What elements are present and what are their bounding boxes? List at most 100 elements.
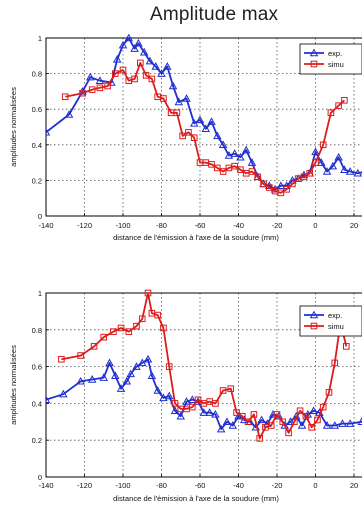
data-point-exp xyxy=(124,34,134,42)
data-point-exp xyxy=(188,395,197,403)
data-point-exp xyxy=(116,384,126,392)
data-point-exp xyxy=(317,158,326,166)
data-point-exp xyxy=(353,168,362,177)
data-point-exp xyxy=(297,421,307,429)
chart-2: -140-120-100-80-60-40-20020406000.20.40.… xyxy=(9,289,362,503)
data-point-simu xyxy=(233,409,240,416)
data-point-simu xyxy=(117,324,125,332)
x-tick-label: -40 xyxy=(233,481,244,490)
data-point-simu xyxy=(212,400,219,407)
x-axis-label: distance de l'émission à l'axe de la sou… xyxy=(113,233,279,242)
legend-marker-square xyxy=(310,322,318,330)
x-tick-label: -120 xyxy=(77,221,92,230)
data-point-simu xyxy=(219,387,227,394)
data-point-simu xyxy=(179,132,186,140)
data-point-simu xyxy=(248,168,256,175)
x-tick-label: 20 xyxy=(350,481,358,490)
data-point-exp xyxy=(159,393,168,402)
legend-marker-square xyxy=(310,60,318,68)
data-point-simu xyxy=(171,400,179,407)
data-point-exp xyxy=(228,421,237,429)
data-point-simu xyxy=(300,173,308,181)
data-point-simu xyxy=(231,162,238,170)
data-point-exp xyxy=(334,152,343,161)
data-point-exp xyxy=(122,376,132,385)
page-title: Amplitude max xyxy=(150,4,279,25)
y-tick-label: 0 xyxy=(38,473,42,482)
data-point-simu xyxy=(285,429,292,437)
data-point-simu xyxy=(104,82,111,90)
data-point-exp xyxy=(216,424,226,433)
data-point-exp xyxy=(309,406,318,414)
data-point-simu xyxy=(283,186,290,193)
x-tick-label: -60 xyxy=(195,481,206,490)
data-point-simu xyxy=(100,333,108,341)
data-point-simu xyxy=(325,389,333,396)
data-point-simu xyxy=(279,418,287,426)
data-point-simu xyxy=(308,424,315,431)
data-point-exp xyxy=(130,44,139,52)
x-tick-label: -140 xyxy=(38,481,53,490)
data-point-simu xyxy=(154,311,161,319)
y-axis-label: amplitudes normalisées xyxy=(9,87,18,167)
data-point-simu xyxy=(96,84,104,92)
legend-marker-triangle xyxy=(309,48,319,57)
x-tick-label: -100 xyxy=(115,481,130,490)
x-tick-label: -20 xyxy=(272,221,283,230)
data-point-exp xyxy=(241,145,251,154)
data-point-simu xyxy=(314,416,321,424)
y-tick-label: 1 xyxy=(38,34,42,43)
data-point-exp xyxy=(268,410,278,418)
data-point-exp xyxy=(163,62,172,70)
data-point-exp xyxy=(236,152,245,161)
data-point-simu xyxy=(110,328,117,335)
data-point-simu xyxy=(327,109,335,117)
data-point-simu xyxy=(250,411,258,418)
data-point-simu xyxy=(302,412,310,420)
data-point-exp xyxy=(153,386,162,394)
data-point-simu xyxy=(133,322,140,330)
data-point-exp xyxy=(151,62,160,70)
data-point-simu xyxy=(77,352,84,359)
data-point-simu xyxy=(273,411,281,418)
x-tick-label: -100 xyxy=(115,221,130,230)
data-point-simu xyxy=(189,403,196,411)
data-point-simu xyxy=(148,75,156,83)
data-point-simu xyxy=(194,396,202,404)
x-tick-label: 0 xyxy=(313,481,317,490)
data-point-exp xyxy=(139,47,149,56)
x-tick-label: -140 xyxy=(38,221,53,230)
y-tick-label: 0.8 xyxy=(32,70,42,79)
data-point-simu xyxy=(61,93,69,101)
data-point-exp xyxy=(164,391,174,400)
data-point-exp xyxy=(46,395,51,403)
data-point-exp xyxy=(64,110,74,118)
legend-box xyxy=(299,305,362,337)
data-point-exp xyxy=(213,131,222,140)
data-point-simu xyxy=(296,407,304,415)
data-point-simu xyxy=(244,418,252,426)
data-point-exp xyxy=(170,406,180,414)
y-tick-label: 0.4 xyxy=(32,399,42,408)
data-point-simu xyxy=(237,166,244,174)
data-point-simu xyxy=(137,59,144,67)
data-point-exp xyxy=(311,147,320,156)
series-line-exp xyxy=(46,37,362,191)
data-point-simu xyxy=(277,189,285,197)
legend-label: simu xyxy=(328,60,344,69)
x-tick-label: -60 xyxy=(195,221,206,230)
y-tick-label: 0.8 xyxy=(32,326,42,335)
data-point-exp xyxy=(199,408,209,416)
x-tick-label: -40 xyxy=(233,221,244,230)
y-tick-label: 1 xyxy=(38,289,42,298)
data-point-exp xyxy=(86,72,95,81)
data-point-exp xyxy=(322,167,332,175)
legend-label: simu xyxy=(328,322,344,331)
y-tick-label: 0.6 xyxy=(32,363,42,372)
data-point-simu xyxy=(160,95,167,102)
data-point-exp xyxy=(99,373,108,381)
data-point-exp xyxy=(134,38,143,47)
data-point-simu xyxy=(306,169,314,177)
data-point-simu xyxy=(58,355,65,363)
data-point-exp xyxy=(126,369,135,378)
